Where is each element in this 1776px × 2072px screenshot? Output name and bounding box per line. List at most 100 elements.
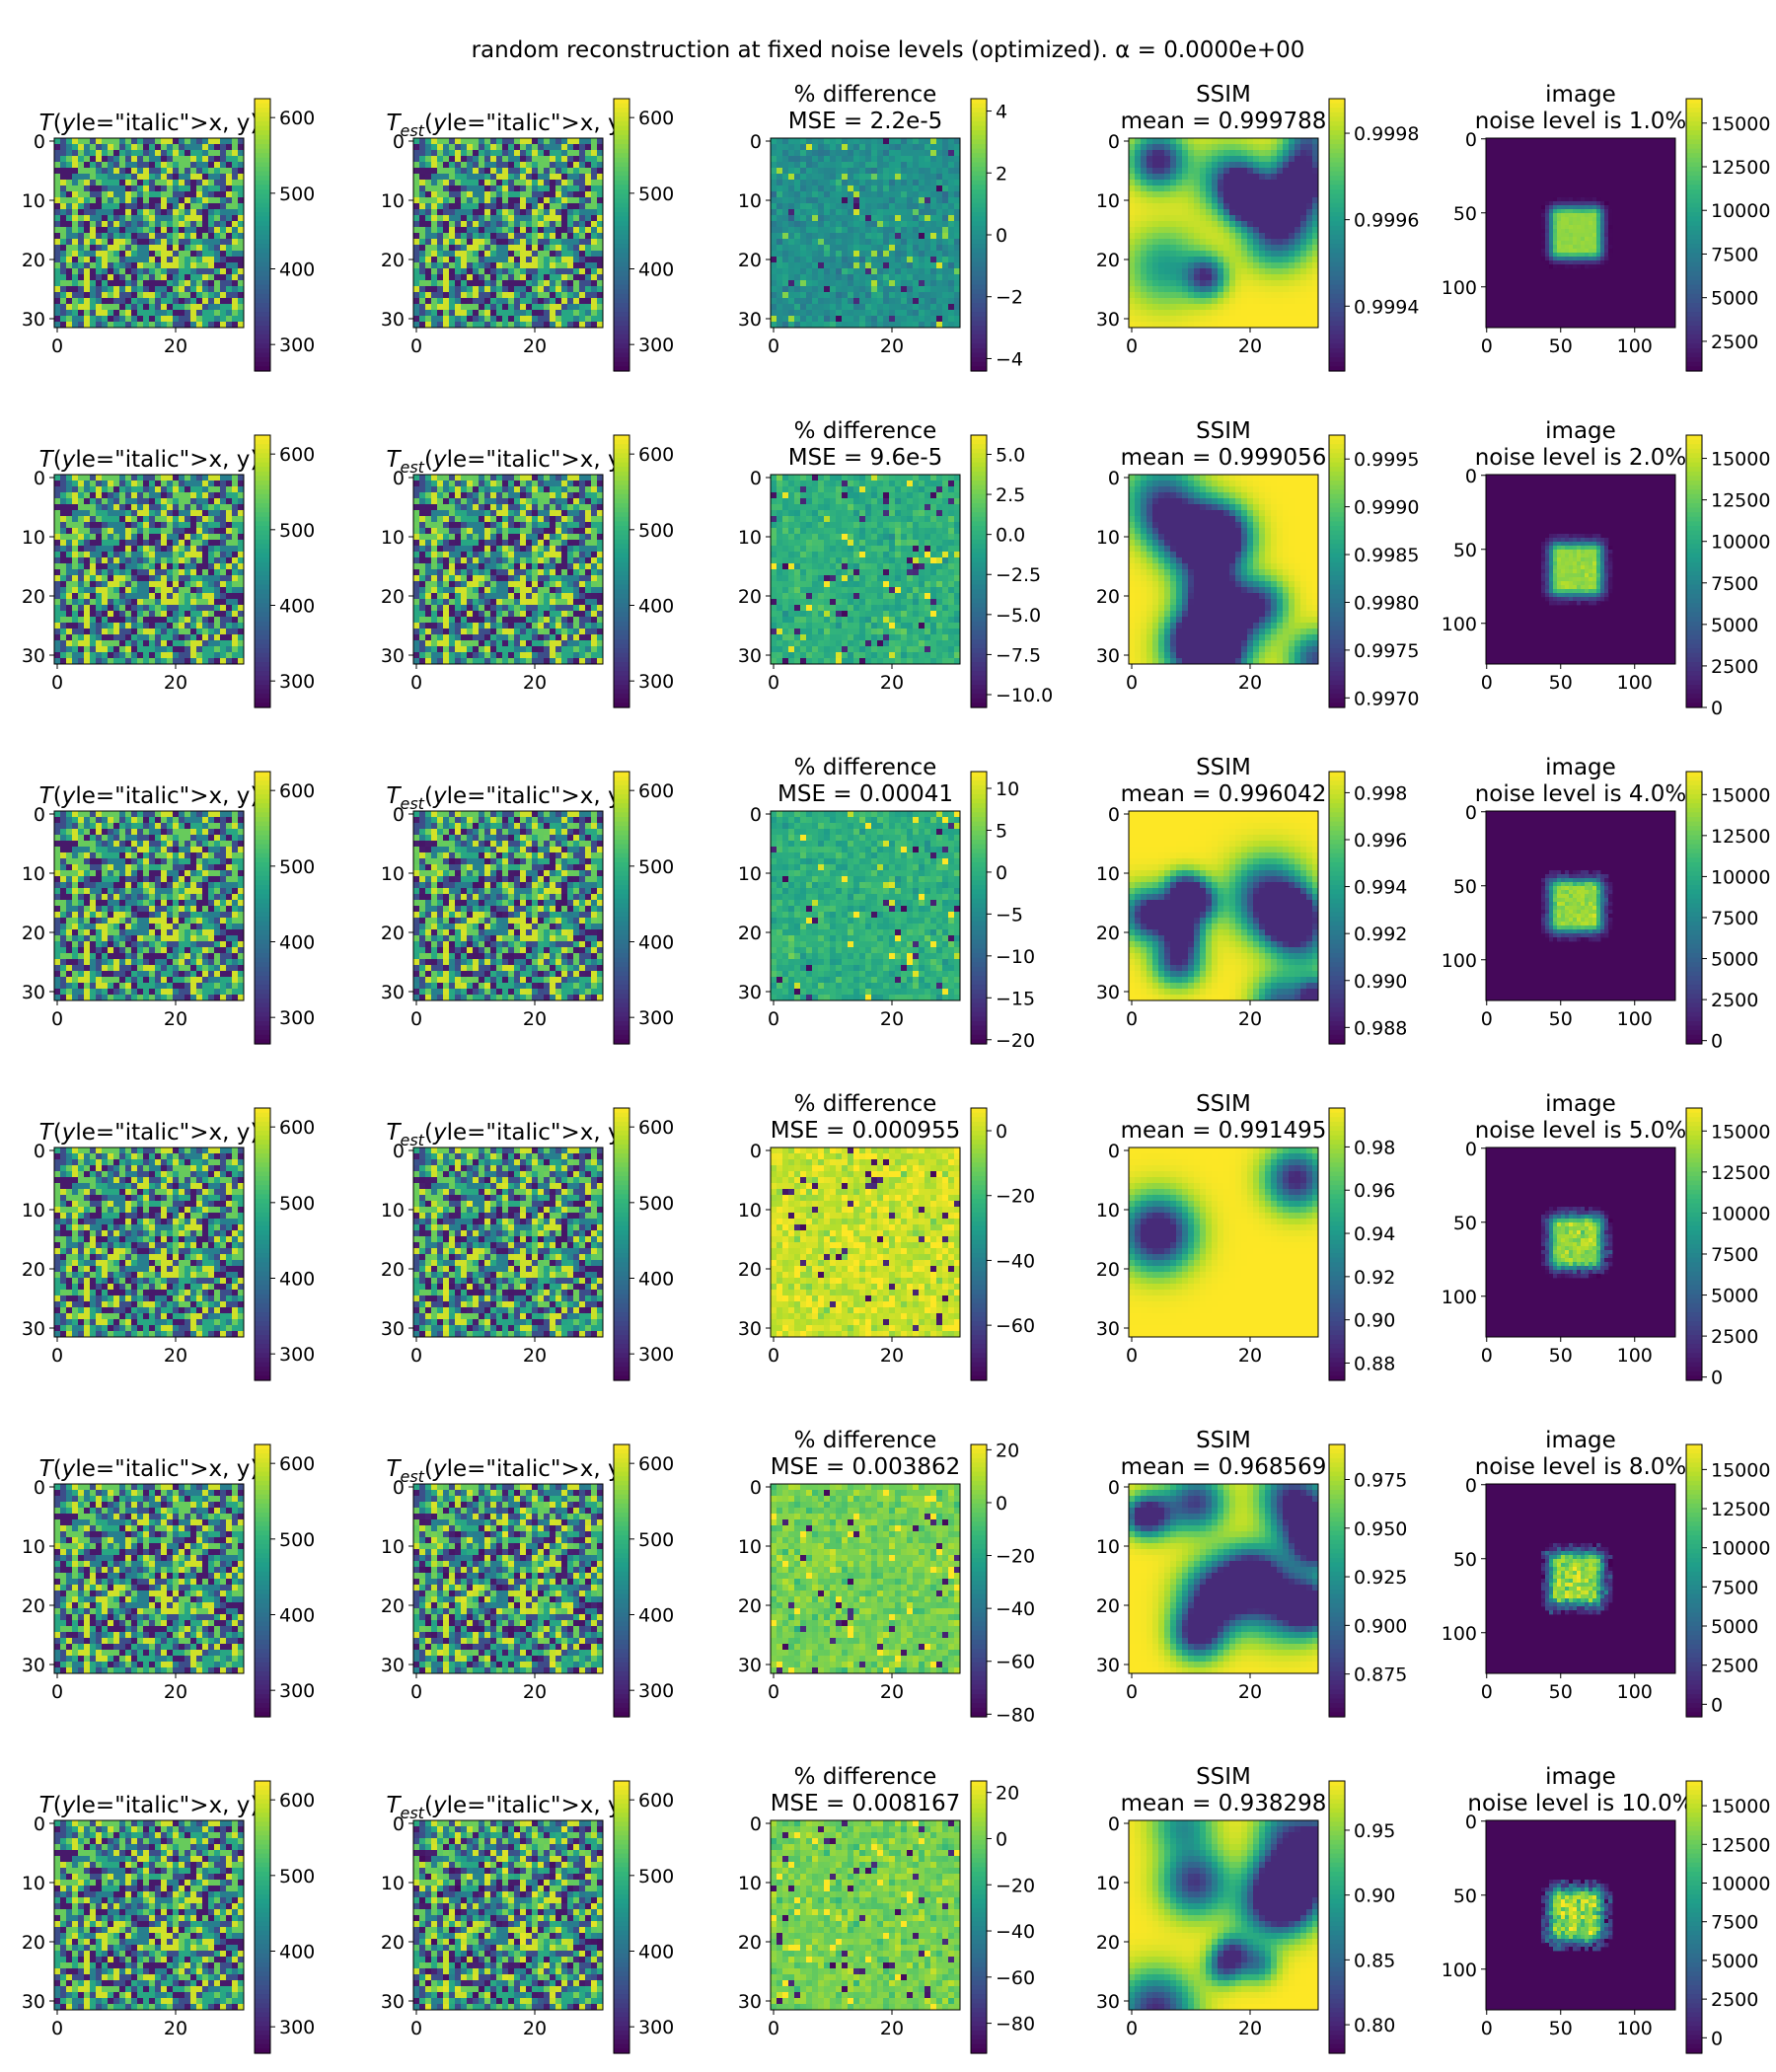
heatmap-cell <box>196 239 202 245</box>
heatmap-cell <box>901 280 907 286</box>
heatmap-cell <box>54 221 60 227</box>
heatmap-cell <box>143 292 149 298</box>
heatmap-cell <box>1147 150 1152 156</box>
heatmap-cell <box>818 185 824 191</box>
heatmap-cell <box>96 239 102 245</box>
heatmap-cell <box>125 316 131 322</box>
heatmap-cell <box>155 174 161 180</box>
heatmap-cell <box>1152 251 1158 257</box>
heatmap-cell <box>555 209 561 215</box>
image-pixel <box>1561 221 1565 225</box>
heatmap-cell <box>413 316 419 322</box>
heatmap-cell <box>72 239 78 245</box>
heatmap-cell <box>66 304 72 310</box>
heatmap-cell <box>1289 138 1295 144</box>
heatmap-cell <box>96 168 102 174</box>
heatmap-cell <box>1235 150 1241 156</box>
heatmap-cell <box>567 298 573 304</box>
heatmap-cell <box>895 262 901 268</box>
heatmap-cell <box>771 156 777 162</box>
heatmap-cell <box>1277 268 1283 274</box>
heatmap-cell <box>1295 168 1300 174</box>
heatmap-cell <box>1152 280 1158 286</box>
heatmap-cell <box>108 150 113 156</box>
heatmap-cell <box>1259 251 1265 257</box>
heatmap-cell <box>936 262 942 268</box>
heatmap-cell <box>496 209 502 215</box>
heatmap-cell <box>72 486 78 492</box>
heatmap-cell <box>143 215 149 221</box>
heatmap-cell <box>1152 197 1158 203</box>
heatmap-cell <box>550 262 555 268</box>
heatmap-cell <box>1259 322 1265 328</box>
image-pixel <box>1581 257 1585 260</box>
heatmap-cell <box>502 233 508 239</box>
colorbar-segment <box>255 153 270 158</box>
heatmap-cell <box>1212 191 1218 197</box>
heatmap-cell <box>90 233 96 239</box>
heatmap-cell <box>137 138 143 144</box>
heatmap-cell <box>232 292 238 298</box>
heatmap-cell <box>865 197 871 203</box>
heatmap-cell <box>443 227 449 233</box>
heatmap-cell <box>550 168 555 174</box>
heatmap-cell <box>865 191 871 197</box>
heatmap-cell <box>1212 221 1218 227</box>
heatmap-cell <box>1152 162 1158 168</box>
heatmap-cell <box>848 298 853 304</box>
heatmap-cell <box>597 310 603 316</box>
heatmap-cell <box>137 304 143 310</box>
heatmap-cell <box>824 150 830 156</box>
heatmap-cell <box>1212 286 1218 292</box>
image-pixel <box>1577 264 1581 268</box>
heatmap-cell <box>413 245 419 251</box>
heatmap-cell <box>1289 245 1295 251</box>
heatmap-cell <box>78 322 84 328</box>
heatmap-cell <box>226 310 232 316</box>
heatmap-cell <box>113 197 119 203</box>
heatmap-cell <box>1289 298 1295 304</box>
heatmap-cell <box>824 138 830 144</box>
heatmap-cell <box>930 203 936 209</box>
heatmap-cell <box>502 168 508 174</box>
heatmap-cell <box>137 268 143 274</box>
heatmap-cell <box>1265 268 1271 274</box>
colorbar-segment <box>1686 294 1702 299</box>
heatmap-cell <box>220 262 226 268</box>
heatmap-cell <box>1206 162 1212 168</box>
heatmap-cell <box>1200 150 1206 156</box>
heatmap-cell <box>208 245 214 251</box>
heatmap-cell <box>1229 185 1235 191</box>
image-pixel <box>1596 205 1600 209</box>
heatmap-cell <box>538 168 544 174</box>
heatmap-cell <box>467 268 473 274</box>
heatmap-cell <box>431 292 437 298</box>
heatmap-cell <box>1247 292 1253 298</box>
heatmap-cell <box>54 180 60 185</box>
heatmap-cell <box>179 221 185 227</box>
heatmap-cell <box>591 191 597 197</box>
heatmap-cell <box>119 316 125 322</box>
heatmap-cell <box>455 257 461 262</box>
image-pixel <box>1569 257 1573 260</box>
heatmap-cell <box>919 268 925 274</box>
heatmap-cell <box>78 215 84 221</box>
heatmap-cell <box>502 185 508 191</box>
heatmap-cell <box>443 292 449 298</box>
heatmap-cell <box>173 138 179 144</box>
heatmap-cell <box>185 486 190 492</box>
heatmap-cell <box>1147 268 1152 274</box>
heatmap-cell <box>1259 227 1265 233</box>
heatmap-cell <box>1253 268 1259 274</box>
heatmap-cell <box>1218 168 1223 174</box>
heatmap-cell <box>155 486 161 492</box>
heatmap-cell <box>1182 304 1188 310</box>
heatmap-cell <box>431 245 437 251</box>
heatmap-cell <box>137 280 143 286</box>
heatmap-cell <box>1147 221 1152 227</box>
image-pixel <box>1569 264 1573 268</box>
heatmap-cell <box>859 215 865 221</box>
heatmap-cell <box>102 257 108 262</box>
heatmap-cell <box>853 174 859 180</box>
heatmap-cell <box>597 274 603 280</box>
